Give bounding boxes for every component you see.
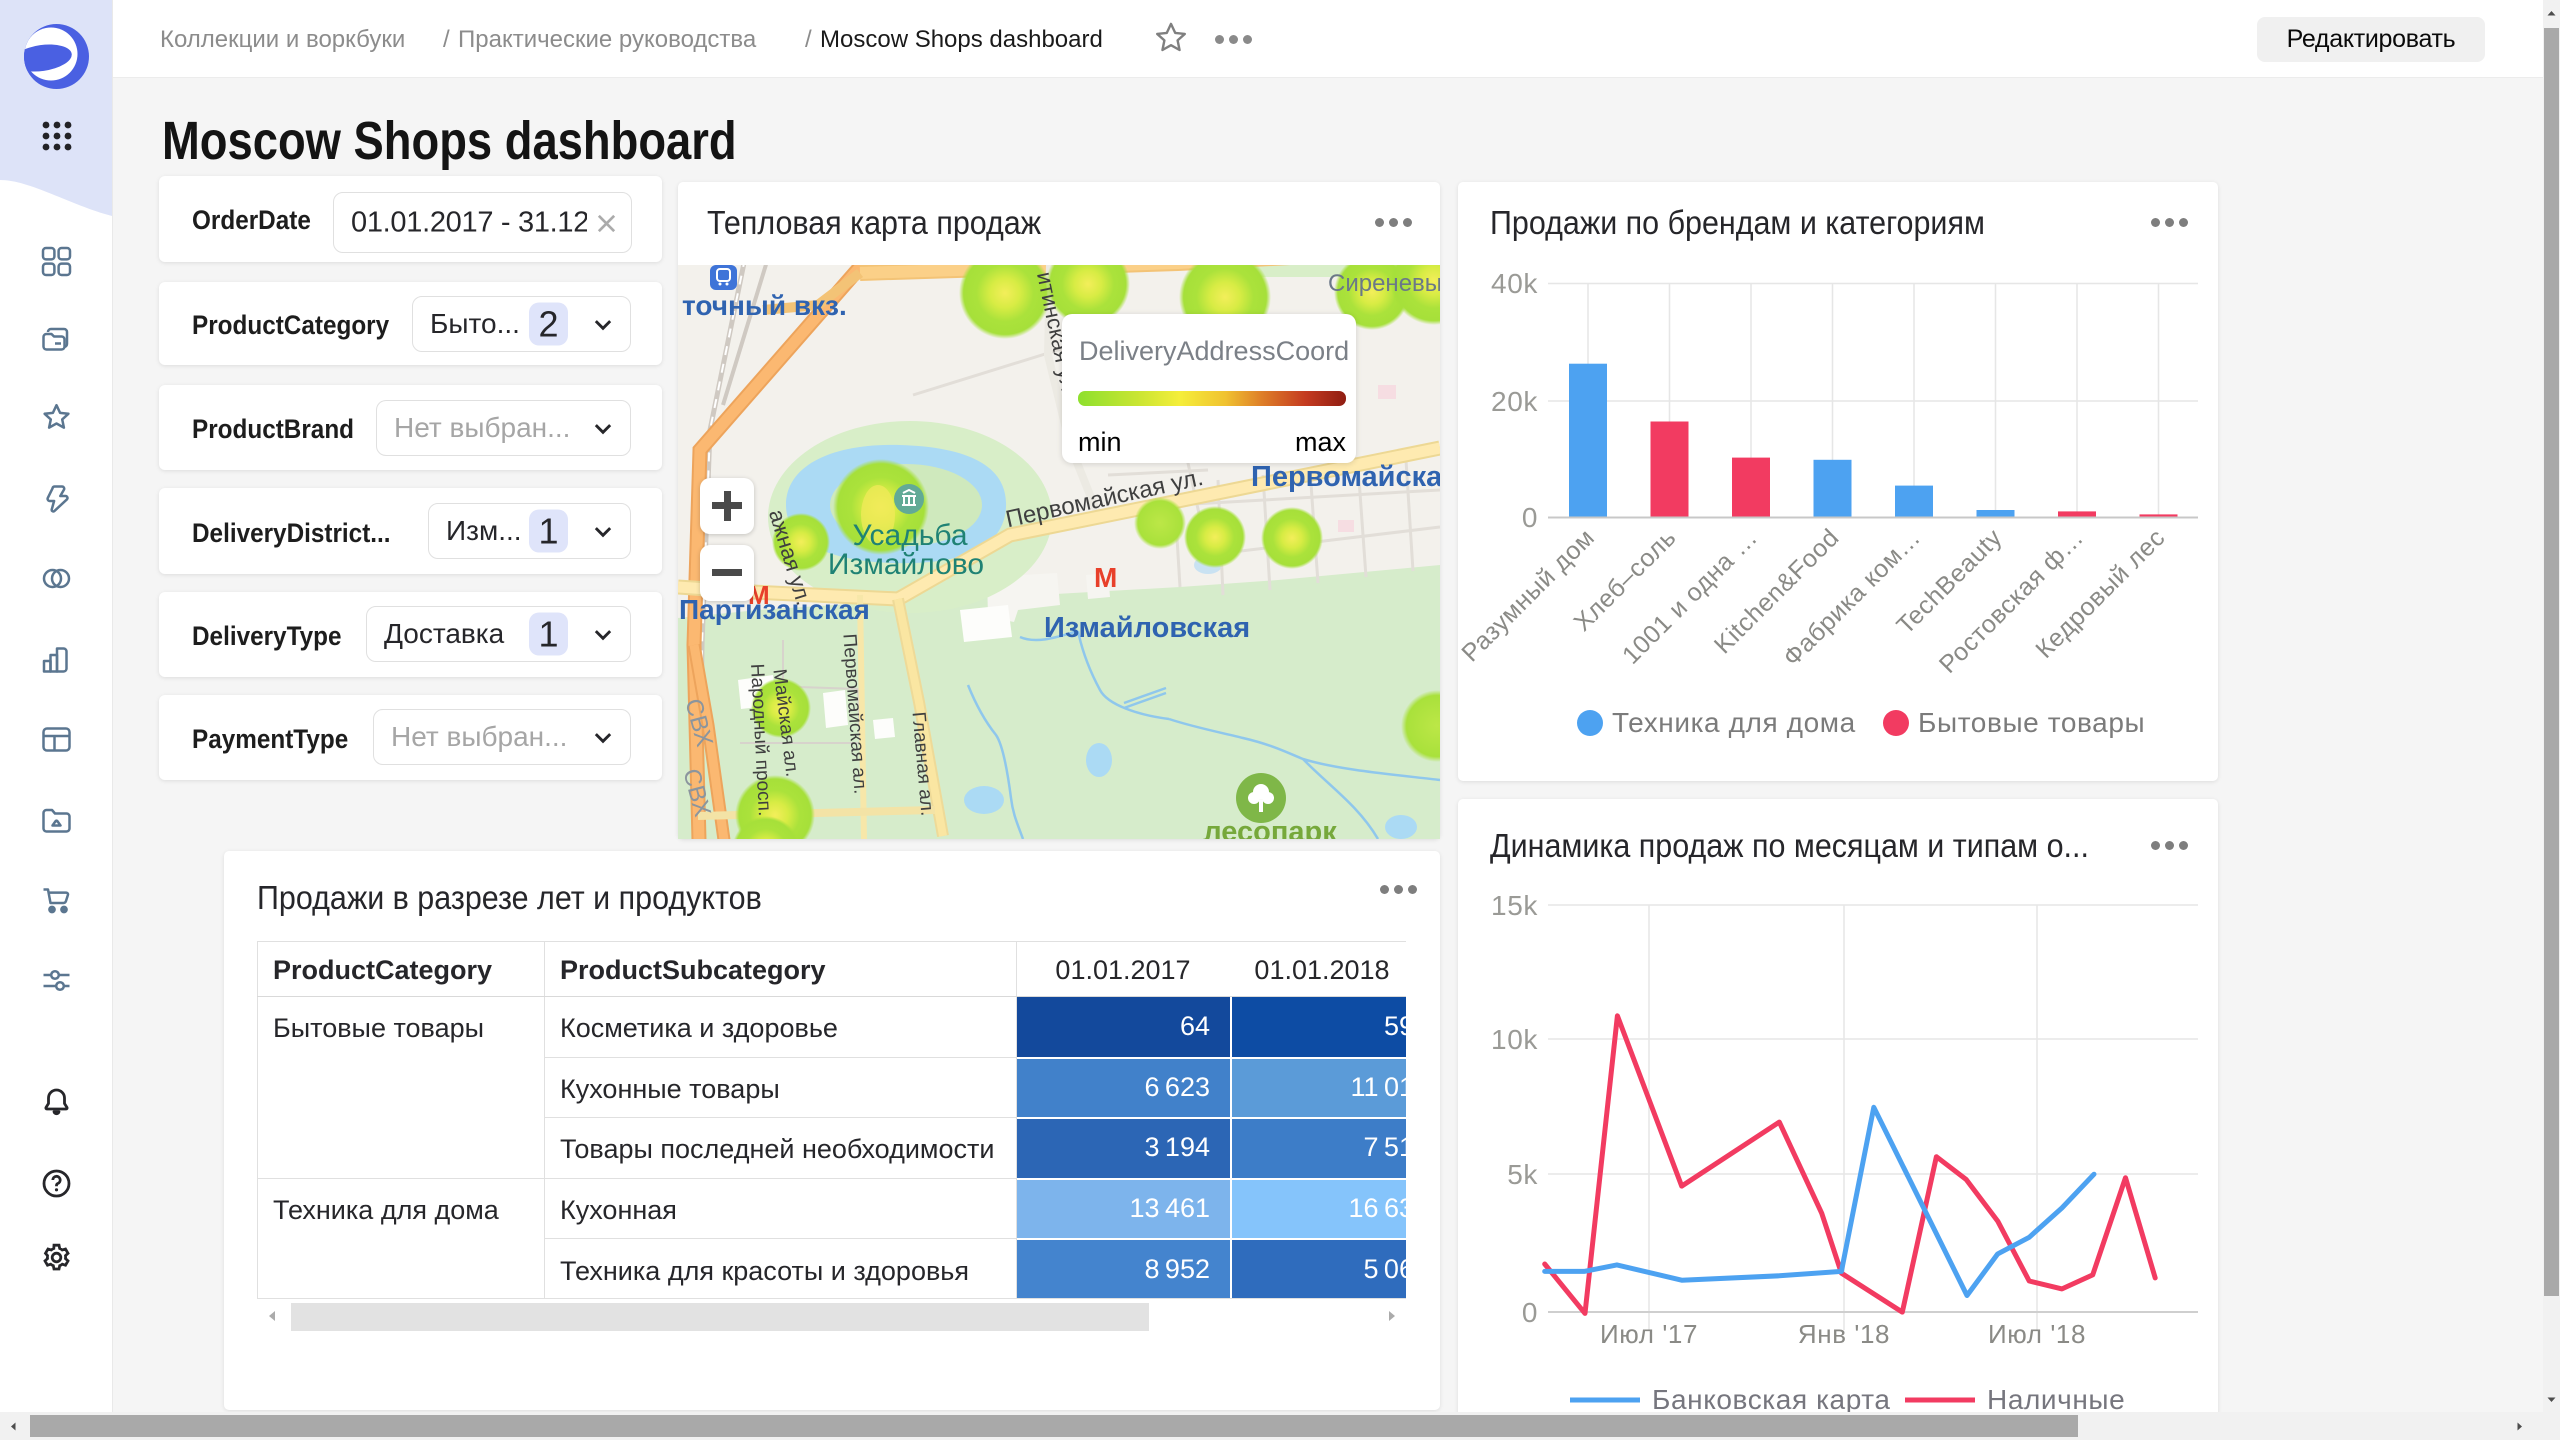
svg-text:10k: 10k <box>1491 1024 1538 1055</box>
svg-text:Измайловская: Измайловская <box>1044 612 1250 644</box>
svg-text:М: М <box>1094 562 1117 593</box>
svg-text:Ростовская ф…: Ростовская ф… <box>1934 523 2089 678</box>
svg-text:5k: 5k <box>1507 1159 1538 1190</box>
svg-text:лесопарк: лесопарк <box>1203 816 1337 839</box>
svg-text:Банковская карта: Банковская карта <box>1652 1384 1891 1412</box>
svg-text:Июл '18: Июл '18 <box>1988 1319 2086 1349</box>
svg-text:0: 0 <box>1522 1297 1538 1328</box>
svg-text:Усадьба: Усадьба <box>852 519 967 552</box>
svg-text:Бытовые товары: Бытовые товары <box>1918 707 2145 738</box>
svg-text:Измайлово: Измайлово <box>828 548 984 581</box>
svg-text:0: 0 <box>1522 502 1538 533</box>
svg-text:Фабрика ком…: Фабрика ком… <box>1778 523 1926 671</box>
svg-text:15k: 15k <box>1491 890 1538 921</box>
svg-text:Июл '17: Июл '17 <box>1600 1319 1698 1349</box>
svg-text:Сиреневый (: Сиреневый ( <box>1328 270 1440 297</box>
svg-text:Техника для дома: Техника для дома <box>1612 707 1856 738</box>
svg-text:Наличные: Наличные <box>1987 1384 2125 1412</box>
svg-text:40k: 40k <box>1491 268 1538 299</box>
svg-text:точный вкз.: точный вкз. <box>682 290 847 321</box>
svg-text:Янв '18: Янв '18 <box>1798 1319 1890 1349</box>
svg-text:Первомайская: Первомайская <box>1251 461 1440 493</box>
svg-text:20k: 20k <box>1491 386 1538 417</box>
svg-text:Разумный дом: Разумный дом <box>1458 523 1600 667</box>
